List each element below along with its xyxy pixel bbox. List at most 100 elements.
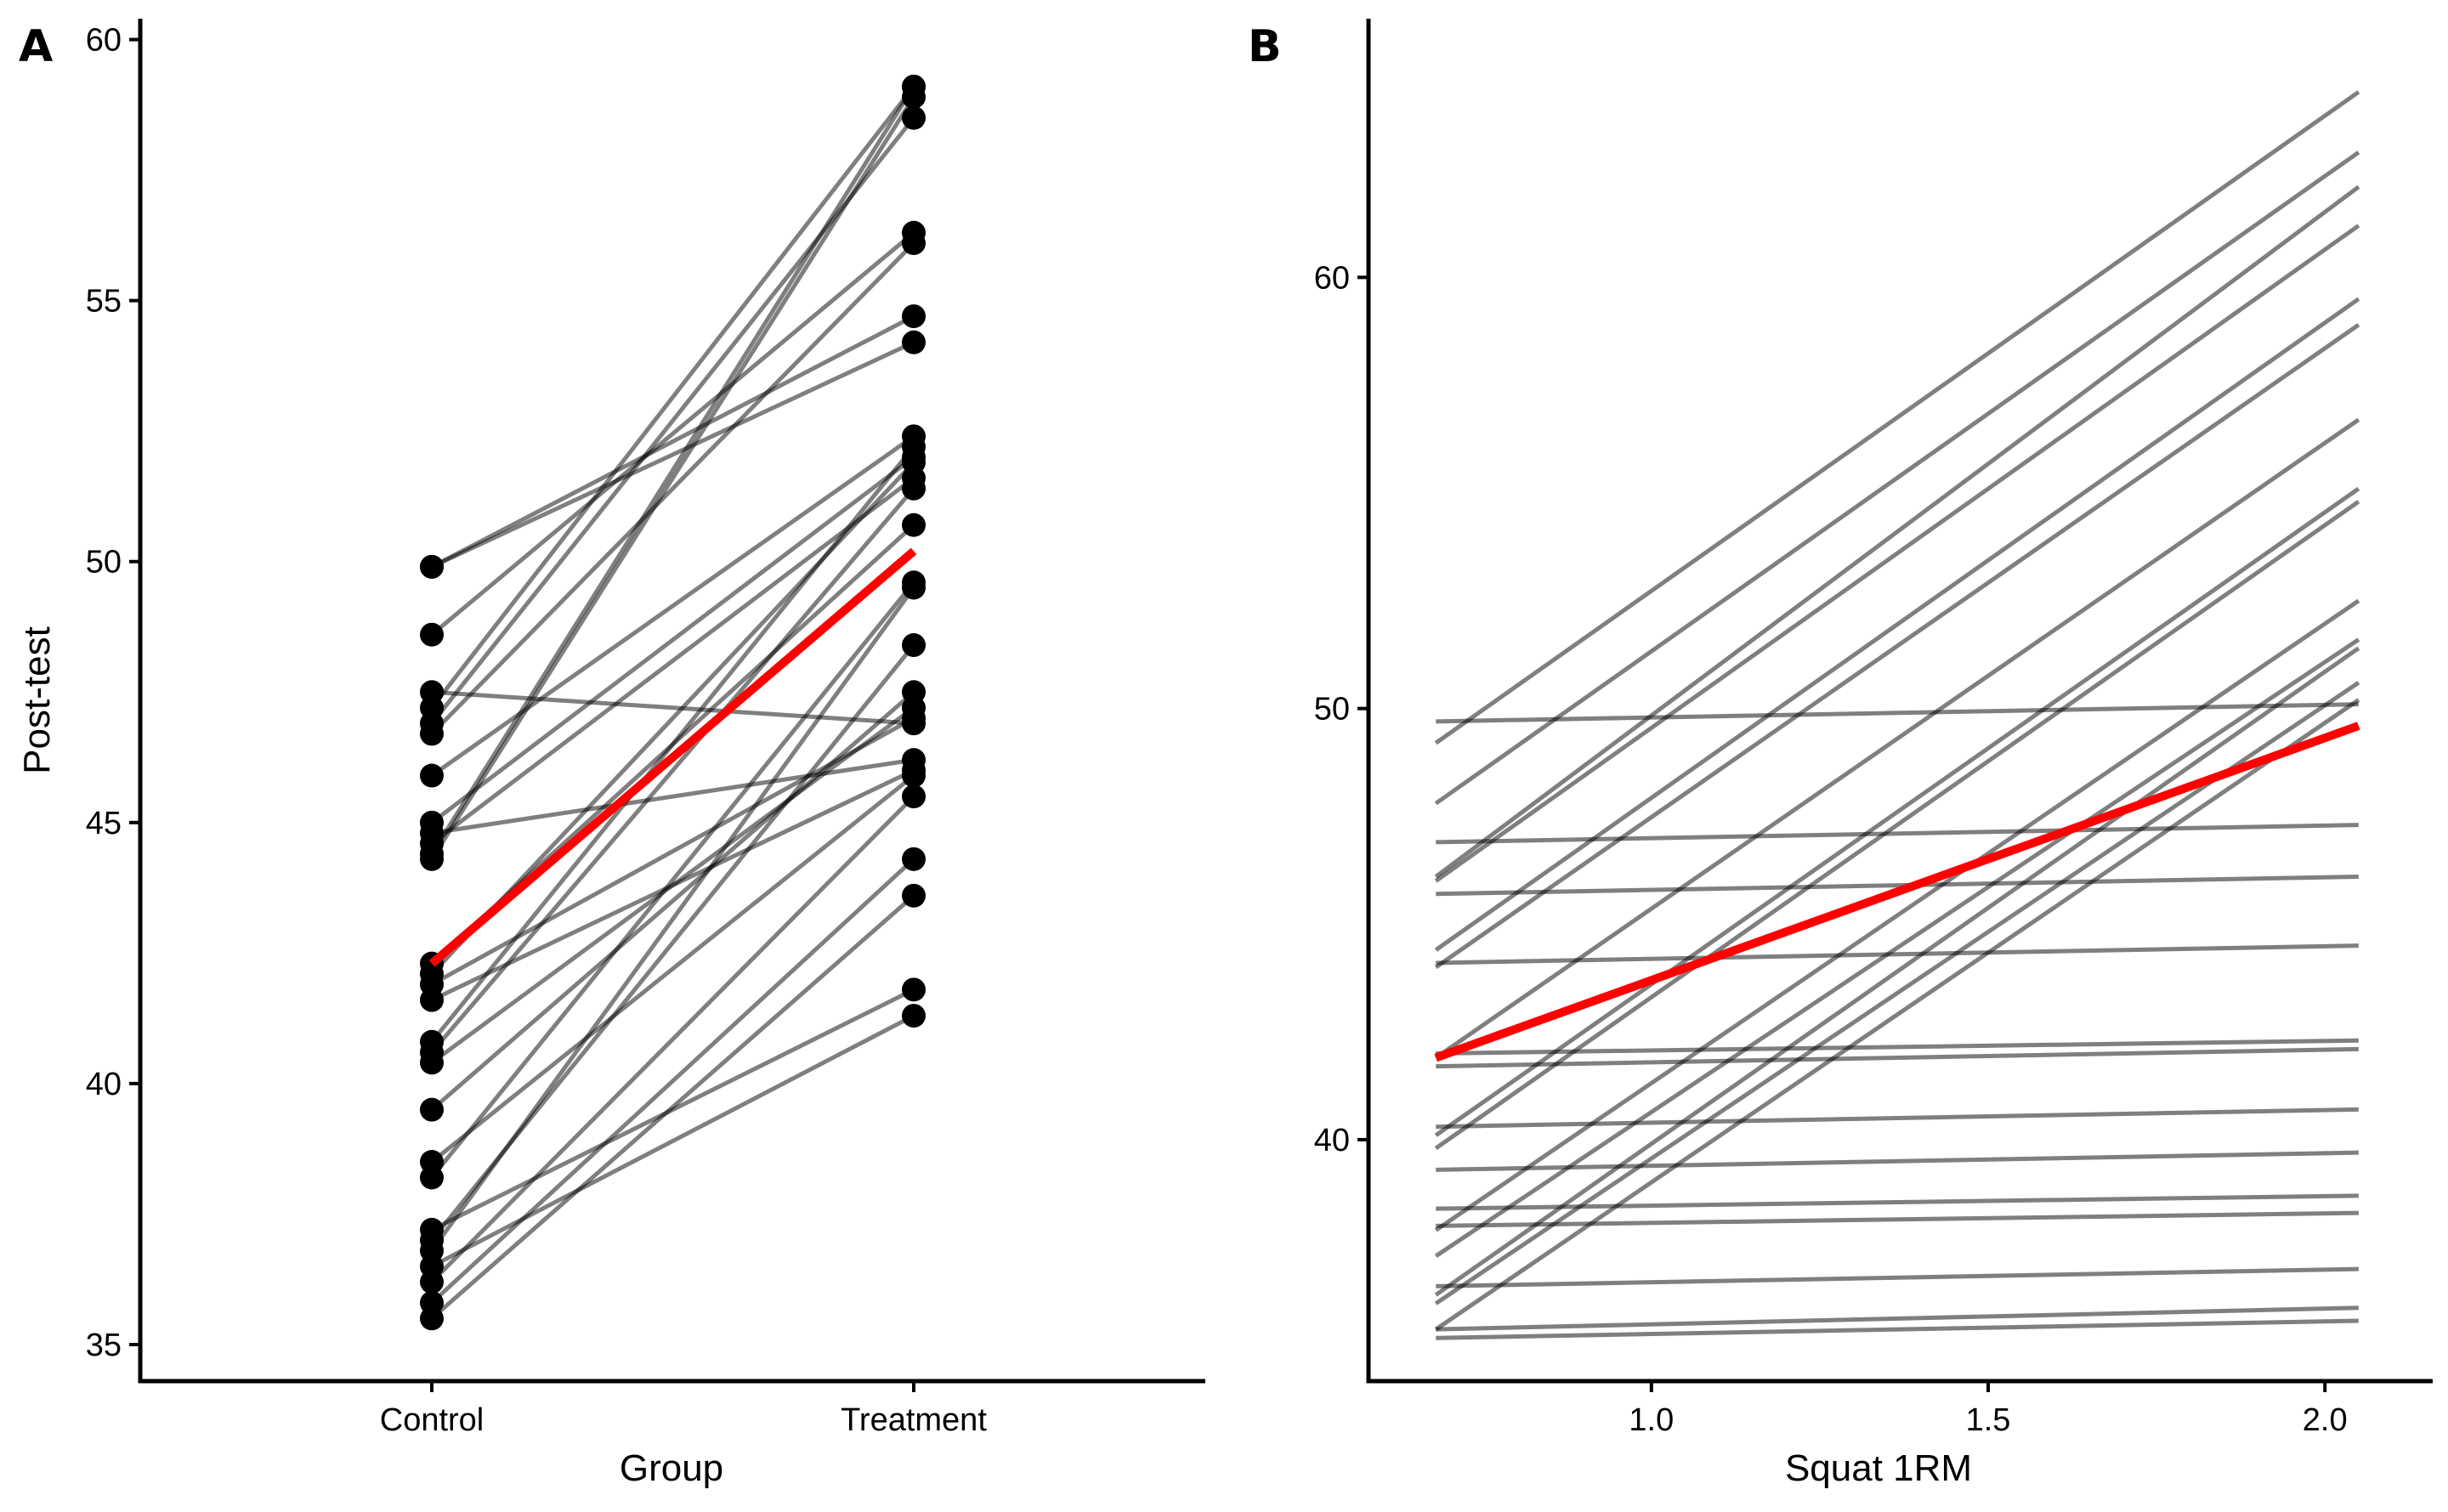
panel-a-point-24-treatment — [902, 633, 926, 658]
panel-a-point-13-treatment — [902, 85, 926, 110]
panel-b-subject-line-27 — [1436, 1318, 2359, 1340]
panel-a-subject-line-20 — [430, 690, 915, 1112]
panel-b-subject-line-1 — [1434, 90, 2360, 745]
panel-a-subject-line-26 — [430, 795, 915, 1284]
panel-a-point-30-treatment — [902, 758, 926, 783]
panel-b-subject-line-16 — [1434, 500, 2360, 1151]
panel-b-subject-line-14 — [1436, 1107, 2359, 1130]
panel-b-subject-line-17 — [1436, 1150, 2359, 1172]
panel-a-fit-line-group — [428, 547, 917, 967]
panel-a-subject-line-21 — [430, 773, 915, 1164]
panel-b-subject-line-25 — [1436, 1305, 2359, 1332]
panel-b-subject-line-26 — [1434, 698, 2360, 1332]
panel-a-subject-line-5 — [430, 85, 915, 710]
panel-b-axes — [1366, 19, 2433, 1384]
panel-b-subject-line-8 — [1434, 297, 2360, 952]
panel-b-x-tick-label-1.0: 1.0 — [1629, 1402, 1674, 1438]
panel-b-y-tick-label-60: 60 — [1314, 260, 1350, 296]
panel-a-y-tick-label-55: 55 — [86, 284, 122, 320]
panel-b-subject-line-3 — [1434, 150, 2360, 806]
panel-a-point-14-treatment — [902, 512, 926, 537]
panel-a-axes — [138, 19, 1205, 1384]
panel-a-subject-line-11 — [430, 476, 915, 846]
panel-b-subject-line-12 — [1434, 417, 2360, 1060]
panel-a-subject-lines — [429, 85, 916, 1321]
panel-a: 35 40 45 50 55 60 Control Treatment A Group Po… — [16, 19, 1205, 1489]
panel-b-subject-line-21 — [1434, 637, 2360, 1258]
panel-b-subject-line-22 — [1436, 1266, 2359, 1288]
panel-a-subject-line-30 — [430, 768, 915, 1002]
panel-a-point-28-treatment — [902, 883, 926, 908]
panel-a-subject-line-12 — [429, 85, 916, 856]
panel-a-points — [420, 74, 926, 1331]
panel-a-subject-line-13 — [429, 95, 916, 861]
panel-b-subject-line-15 — [1434, 486, 2360, 1137]
panel-a-point-8-control — [420, 763, 444, 788]
panel-b-subject-line-23 — [1434, 646, 2360, 1297]
panel-a-x-tick-label-control: Control — [380, 1402, 484, 1438]
panel-a-subject-line-28 — [430, 893, 915, 1321]
panel-a-subject-line-27 — [430, 857, 915, 1305]
panel-a-point-25-treatment — [902, 575, 926, 600]
panel-b-subject-lines — [1434, 90, 2360, 1340]
panel-a-point-17-treatment — [902, 434, 926, 459]
panel-a-subject-line-10 — [431, 757, 915, 835]
panel-a-point-2-treatment — [902, 304, 926, 329]
panel-b-y-tick-label-40: 40 — [1314, 1123, 1350, 1158]
panel-a-y-tick-label-60: 60 — [86, 23, 122, 59]
panel-b-subject-line-6 — [1434, 224, 2360, 883]
panel-b-subject-line-11 — [1436, 1038, 2359, 1056]
panel-a-x-tick-label-treatment: Treatment — [841, 1402, 987, 1438]
panel-a-subject-line-8 — [430, 434, 915, 778]
panel-a-point-29-control — [420, 1254, 444, 1278]
panel-b-subject-line-20 — [1434, 598, 2360, 1232]
panel-a-subject-line-7 — [430, 241, 915, 736]
panel-b-y-tick-label-50: 50 — [1314, 692, 1350, 728]
panel-a-point-26-treatment — [902, 784, 926, 809]
panel-a-point-20-control — [420, 1097, 444, 1122]
panel-a-x-ticks: Control Treatment — [380, 1381, 987, 1438]
panel-a-subject-line-6 — [430, 116, 915, 725]
panel-b-subject-line-10 — [1434, 323, 2360, 970]
panel-a-point-6-treatment — [902, 105, 926, 130]
panel-a-subject-line-2 — [430, 314, 915, 569]
panel-a-point-20-treatment — [902, 680, 926, 705]
panel-a-point-28-control — [420, 1306, 444, 1331]
panel-a-point-7-treatment — [902, 231, 926, 256]
panel-a-point-2-control — [420, 554, 444, 579]
panel-a-fit-line — [428, 547, 917, 967]
panel-a-point-19-control — [420, 1050, 444, 1075]
panel-a-subject-line-29 — [430, 1013, 915, 1269]
panel-b-subject-line-13 — [1436, 1046, 2359, 1069]
panel-a-label: A — [19, 21, 53, 72]
panel-a-subject-line-1 — [430, 340, 915, 569]
panel-b-subject-line-24 — [1434, 681, 2360, 1305]
panel-b-fit-line-group — [1434, 722, 2360, 1062]
panel-a-y-tick-label-35: 35 — [86, 1328, 122, 1363]
panel-a-y-tick-label-50: 50 — [86, 545, 122, 580]
panel-a-point-1-treatment — [902, 330, 926, 354]
panel-a-y-tick-label-45: 45 — [86, 806, 122, 841]
panel-a-subject-line-17 — [430, 445, 915, 1044]
panel-a-point-13-control — [420, 847, 444, 871]
panel-b-label: B — [1248, 21, 1282, 72]
panel-a-point-29-treatment — [902, 1004, 926, 1028]
panel-b-x-tick-label-1.5: 1.5 — [1966, 1402, 2011, 1438]
panel-a-point-27-treatment — [902, 847, 926, 871]
panel-b-subject-line-18 — [1436, 1193, 2359, 1211]
panel-a-y-tick-label-40: 40 — [86, 1067, 122, 1102]
panel-a-point-30-control — [420, 988, 444, 1012]
panel-b-subject-line-7 — [1436, 874, 2359, 897]
panel-a-point-18-treatment — [902, 476, 926, 501]
panel-a-y-axis-title: Post-test — [16, 626, 58, 774]
panel-b-x-axis-title: Squat 1RM — [1785, 1447, 1972, 1489]
panel-a-subject-line-22 — [430, 580, 915, 1180]
panel-a-point-7-control — [420, 722, 444, 746]
panel-b-y-ticks: 40 50 60 — [1314, 260, 1368, 1158]
panel-a-point-23-treatment — [902, 977, 926, 1002]
panel-b-x-tick-label-2.0: 2.0 — [2303, 1402, 2348, 1438]
panel-a-subject-line-18 — [430, 487, 915, 1054]
panel-b: 40 50 60 1.0 1.5 2.0 B Squat 1RM — [1248, 19, 2433, 1489]
panel-b-x-ticks: 1.0 1.5 2.0 — [1629, 1381, 2348, 1438]
